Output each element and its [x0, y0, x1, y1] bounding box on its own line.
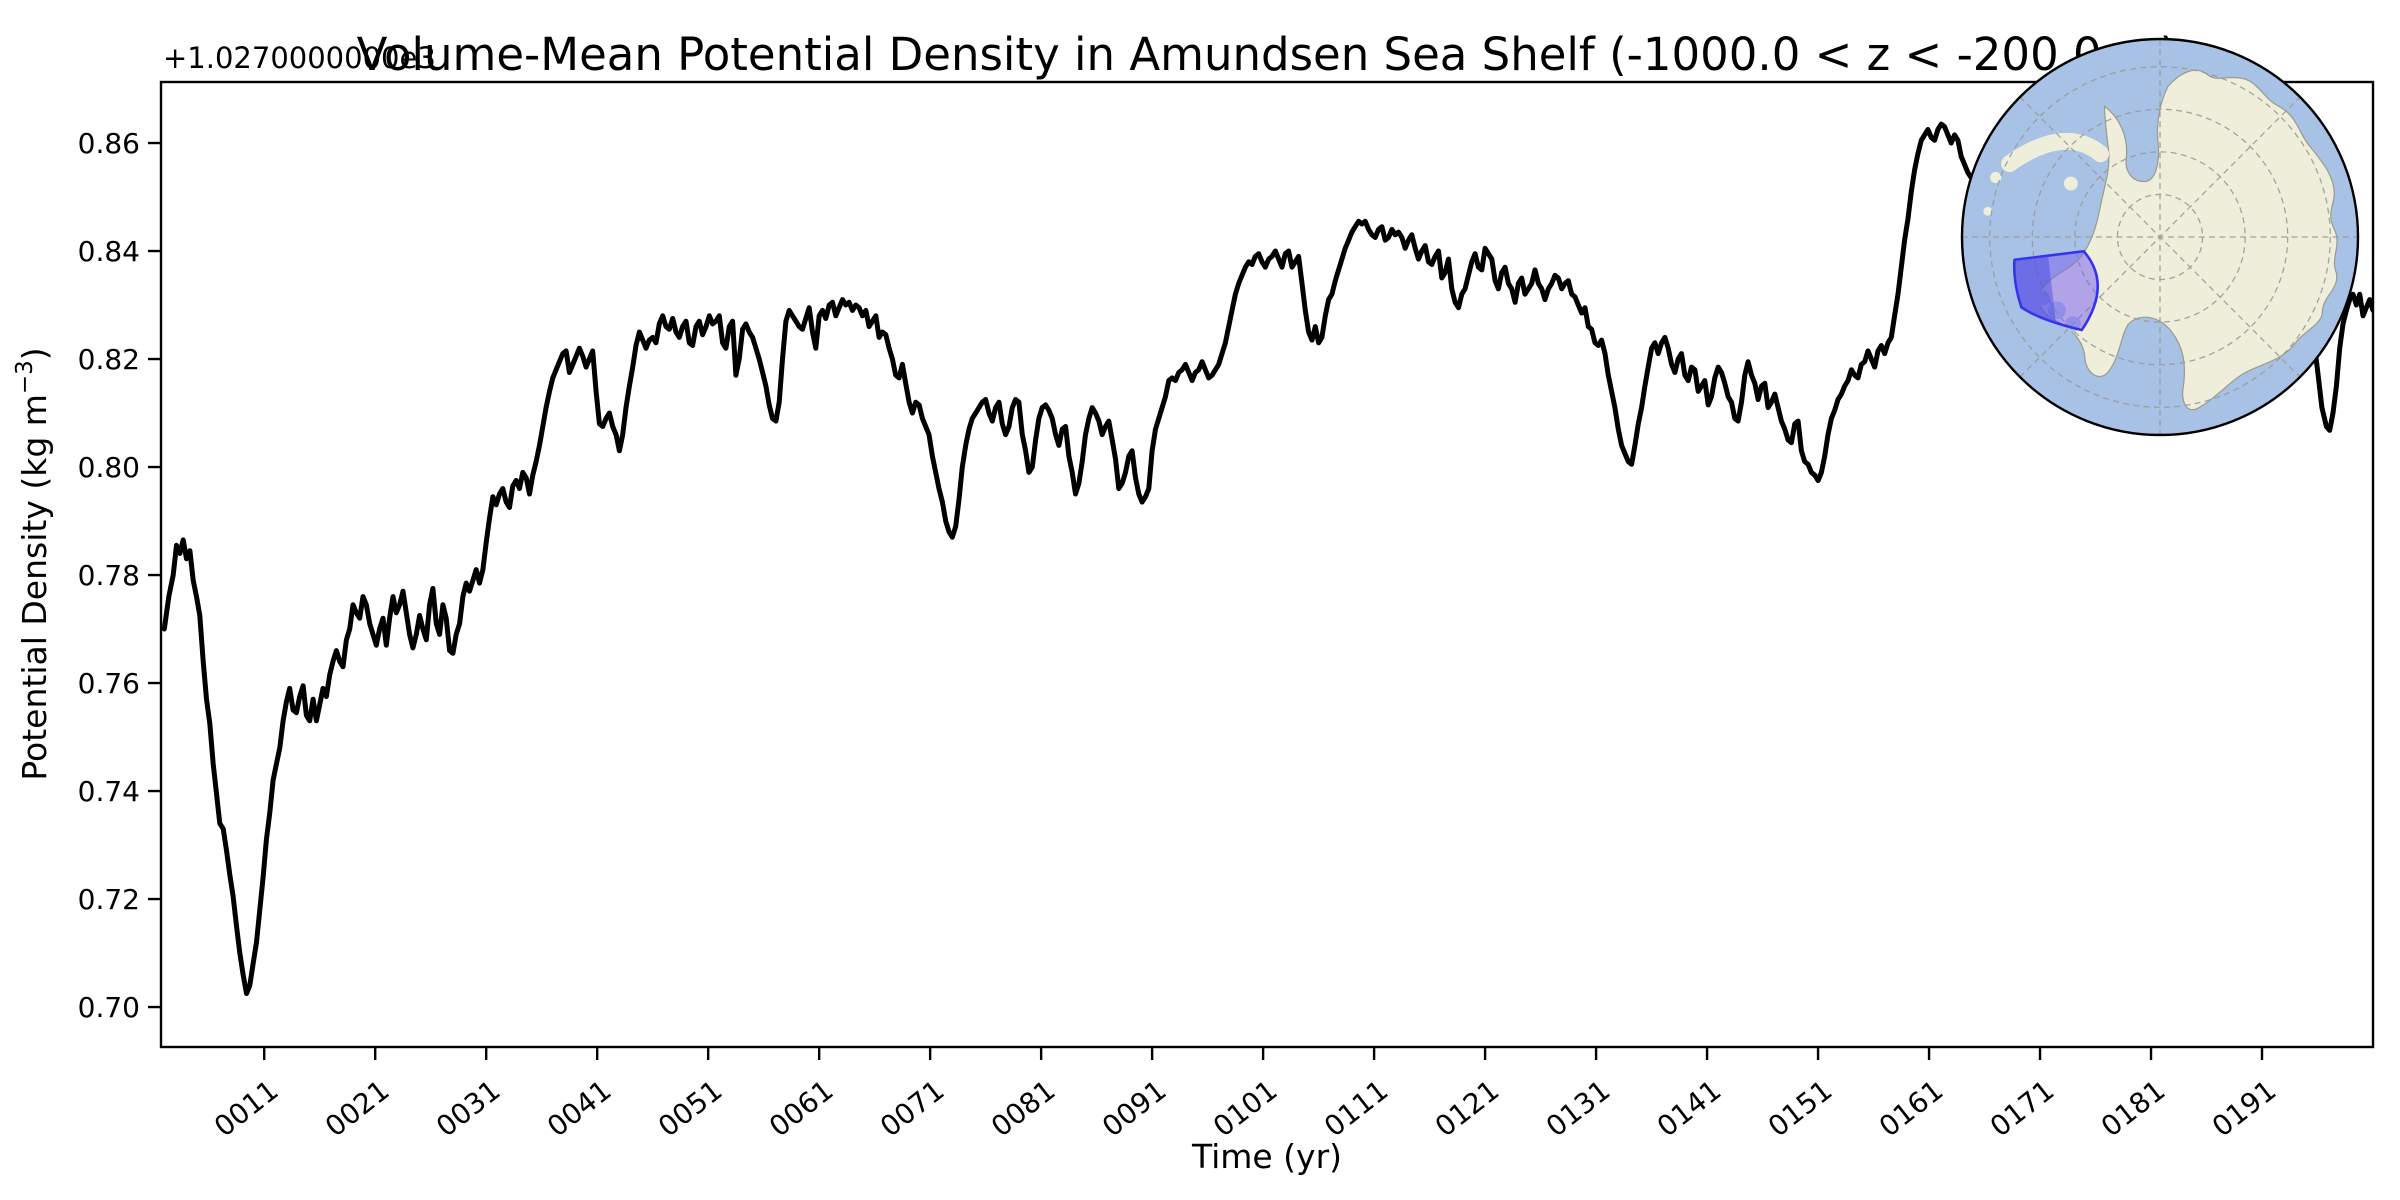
- y-tick-label: 0.70: [78, 991, 140, 1024]
- x-axis-label: Time (yr): [1191, 1137, 1342, 1176]
- y-tick-label: 0.78: [78, 559, 140, 592]
- y-tick-label: 0.80: [78, 451, 140, 484]
- y-tick-label: 0.84: [78, 235, 140, 268]
- chart-title: Volume-Mean Potential Density in Amundse…: [357, 28, 2178, 81]
- density-line-series: [161, 121, 2373, 996]
- y-axis-label-superscript: −3: [12, 360, 38, 394]
- y-tick-label: 0.82: [78, 343, 140, 376]
- y-tick-label: 0.74: [78, 775, 140, 808]
- y-axis-label-main: Potential Density (kg m: [15, 394, 54, 781]
- y-axis-label: Potential Density (kg m−3): [12, 347, 54, 780]
- map-graticule: [1962, 39, 2358, 435]
- axes-spines: [159, 80, 2375, 1049]
- map-island: [2063, 176, 2078, 191]
- y-axis-label-close: ): [15, 347, 54, 360]
- y-tick-label: 0.86: [78, 127, 140, 160]
- y-tick-label: 0.72: [78, 883, 140, 916]
- inset-map-antarctica: [1960, 37, 2360, 437]
- map-region-amundsen-shelf: [2012, 249, 2099, 332]
- y-tick-label: 0.76: [78, 667, 140, 700]
- map-island: [1990, 172, 2002, 184]
- y-axis-offset-text: +1.0270000000e3: [163, 41, 436, 75]
- map-border: [1960, 37, 2360, 437]
- y-axis-ticks: 0.70 0.72 0.74 0.76 0.78 0.80 0.82 0.84 0.86: [78, 127, 161, 1024]
- map-land-peninsula: [2001, 132, 2110, 173]
- map-island: [1983, 206, 1993, 216]
- map-region-amundsen-shelf-dark: [2014, 255, 2057, 325]
